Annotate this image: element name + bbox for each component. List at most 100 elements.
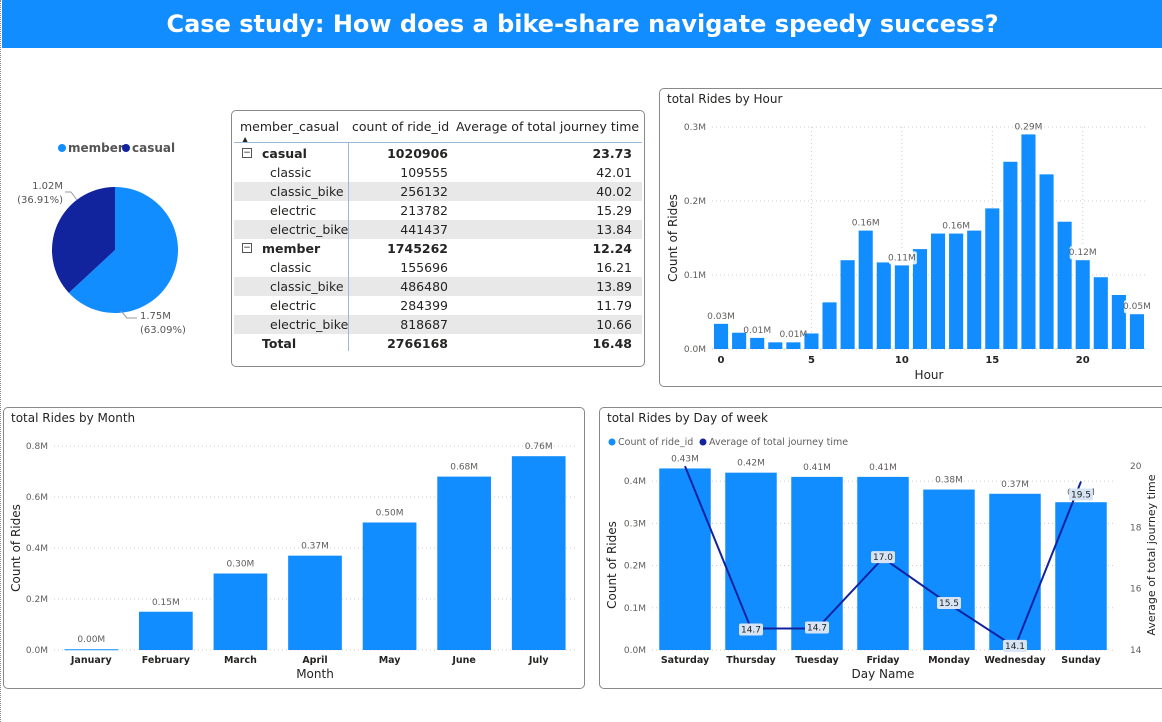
bar-hour-18[interactable] xyxy=(1039,174,1054,349)
legend-marker-member xyxy=(58,144,66,152)
table-group-row[interactable]: − member 1745262 12.24 xyxy=(234,239,642,258)
bar-day-monday[interactable] xyxy=(923,489,975,650)
bar-month-july[interactable] xyxy=(511,456,566,650)
y-tick-label: 0.3M xyxy=(684,123,706,133)
bar-hour-22[interactable] xyxy=(1111,294,1126,349)
table-row[interactable]: classic_bike 486480 13.89 xyxy=(234,277,642,296)
pie-slice-casual[interactable] xyxy=(52,187,115,293)
x-tick-label: May xyxy=(379,655,402,666)
bar-hour-15[interactable] xyxy=(985,208,1000,349)
data-label-hour-23-bg xyxy=(1123,300,1152,314)
table-group-row[interactable]: − casual 1020906 23.73 xyxy=(234,144,642,163)
cell-label: electric xyxy=(270,298,317,313)
data-label-hour-8: 0.16M xyxy=(852,219,880,229)
cell-average: 12.24 xyxy=(592,241,632,256)
bar-hour-11[interactable] xyxy=(912,249,928,349)
table-row[interactable]: electric 213782 15.29 xyxy=(234,201,642,220)
bar-hour-12[interactable] xyxy=(930,233,946,349)
bar-hour-17[interactable] xyxy=(1021,134,1036,349)
cell-average: 42.01 xyxy=(596,165,632,180)
chart-title: total Rides by Day of week xyxy=(607,411,768,425)
line-data-label: 14.1 xyxy=(1005,642,1025,652)
bar-hour-23[interactable] xyxy=(1129,314,1145,349)
collapse-icon[interactable]: − xyxy=(242,243,252,253)
bar-month-january[interactable] xyxy=(64,649,119,651)
x-tick-label: 5 xyxy=(808,355,815,366)
data-label-hour-17: 0.29M xyxy=(1015,122,1043,132)
x-tick-label: Friday xyxy=(867,655,901,666)
cell-average: 16.21 xyxy=(596,260,632,275)
pie-slice-member[interactable] xyxy=(68,187,178,313)
table-row[interactable]: electric 284399 11.79 xyxy=(234,296,642,315)
bar-hour-16[interactable] xyxy=(1003,161,1018,349)
bar-day-wednesday[interactable] xyxy=(989,493,1041,650)
bar-hour-4[interactable] xyxy=(786,342,801,349)
table-row[interactable]: classic 155696 16.21 xyxy=(234,258,642,277)
y-tick-label: 0.2M xyxy=(26,595,48,605)
y-axis-title: Count of Rides xyxy=(9,504,23,592)
x-tick-label: 10 xyxy=(895,355,909,366)
bar-hour-10[interactable] xyxy=(894,265,909,349)
y-tick-label: 0.0M xyxy=(624,646,646,656)
data-label: 0.50M xyxy=(376,509,404,519)
bar-hour-20[interactable] xyxy=(1075,260,1090,349)
bar-hour-2[interactable] xyxy=(750,337,765,349)
bar-month-march[interactable] xyxy=(213,573,268,651)
bar-month-may[interactable] xyxy=(362,522,417,651)
table-total-row[interactable]: Total 2766168 16.48 xyxy=(234,334,642,353)
bar-hour-8[interactable] xyxy=(858,230,873,349)
bar-month-june[interactable] xyxy=(437,476,491,650)
bar-day-tuesday[interactable] xyxy=(791,476,843,650)
x-axis-title: Day Name xyxy=(852,667,915,681)
x-tick-label: April xyxy=(302,655,327,666)
bar-day-saturday[interactable] xyxy=(659,468,711,650)
chart-title: total Rides by Hour xyxy=(667,92,783,106)
table-row[interactable]: classic_bike 256132 40.02 xyxy=(234,182,642,201)
member-casual-table[interactable]: member_casual ▲ count of ride_id Average… xyxy=(231,110,645,367)
bar-hour-3[interactable] xyxy=(768,342,783,349)
bar-hour-5[interactable] xyxy=(804,333,819,349)
line-data-label: 14.7 xyxy=(807,624,827,634)
rides-by-day-chart[interactable]: Count of ride_id Average of total journey… xyxy=(600,408,1162,688)
line-label-bg xyxy=(871,551,895,564)
bar-month-april[interactable] xyxy=(288,555,342,650)
y-tick-label: 0.1M xyxy=(684,271,706,281)
rides-by-month-chart[interactable]: 0.0M 0.2M 0.4M 0.6M 0.8M 0.00M January 0.15M Feb… xyxy=(4,408,584,688)
table-header-average[interactable]: Average of total journey time xyxy=(456,119,640,134)
bar-hour-0[interactable] xyxy=(713,323,729,349)
table-row[interactable]: classic 109555 42.01 xyxy=(234,163,642,182)
bar-hour-1[interactable] xyxy=(732,332,747,349)
rides-by-hour-chart[interactable]: 0.0M 0.1M 0.2M 0.3M 0.03M 0.01M 0.01M 0.16M 0.11… xyxy=(660,89,1162,386)
legend-marker-count xyxy=(608,438,616,446)
bar-hour-13[interactable] xyxy=(949,233,964,349)
member-casual-pie-chart[interactable]: member casual 1.02M (36.91%) 1.75M (63.09%) xyxy=(1,130,226,350)
bar-month-february[interactable] xyxy=(139,611,193,650)
data-label: 0.15M xyxy=(152,598,180,608)
collapse-icon[interactable]: − xyxy=(242,148,252,158)
table-row[interactable]: electric_bike 818687 10.66 xyxy=(234,315,642,334)
bar-day-friday[interactable] xyxy=(857,476,909,650)
y-tick-label: 0.1M xyxy=(624,604,646,614)
bar-hour-7[interactable] xyxy=(840,260,855,349)
bar-day-thursday[interactable] xyxy=(725,472,777,650)
bar-hour-21[interactable] xyxy=(1093,277,1108,349)
line-label-bg xyxy=(1003,639,1027,652)
table-header-count[interactable]: count of ride_id xyxy=(352,119,450,134)
line-data-label: 15.5 xyxy=(939,599,959,609)
table-header-member-casual[interactable]: member_casual xyxy=(240,119,340,134)
y-tick-label: 0.3M xyxy=(624,519,646,529)
line-label-bg xyxy=(739,623,763,636)
line-data-label: 14.7 xyxy=(741,626,761,636)
line-label-bg xyxy=(1069,488,1093,501)
bar-hour-19[interactable] xyxy=(1057,221,1072,349)
table-row[interactable]: electric_bike 441437 13.84 xyxy=(234,220,642,239)
legend-label-casual: casual xyxy=(132,141,175,155)
bar-hour-14[interactable] xyxy=(967,230,982,349)
y-tick-label: 0.2M xyxy=(624,562,646,572)
bar-hour-6[interactable] xyxy=(822,302,837,349)
sort-ascending-icon[interactable]: ▲ xyxy=(242,135,249,144)
data-label-hour-0: 0.03M xyxy=(707,312,735,322)
bar-hour-9[interactable] xyxy=(876,262,891,349)
data-label: 0.42M xyxy=(737,459,765,469)
